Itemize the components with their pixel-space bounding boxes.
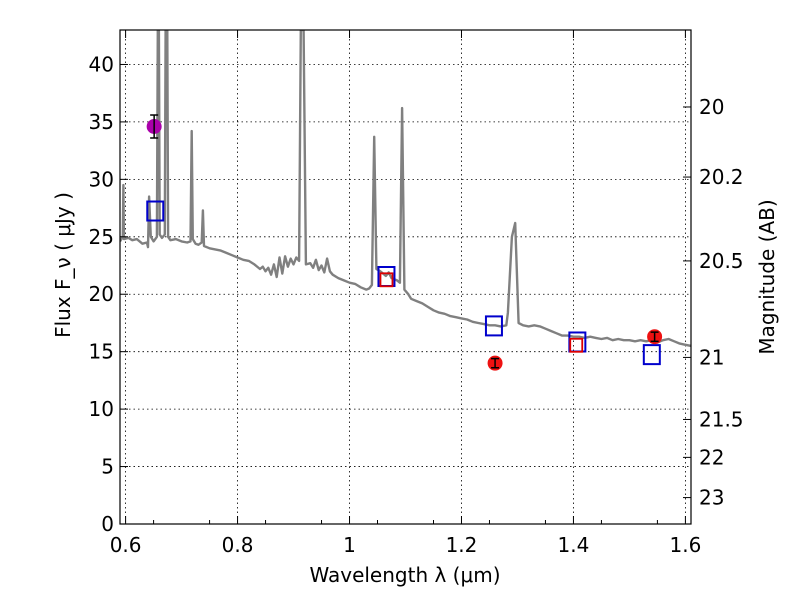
x-tick-label: 0.6 [110, 533, 142, 557]
y-tick-label: 15 [89, 340, 114, 364]
y-tick-label: 40 [89, 52, 114, 76]
right-tick-label: 20 [699, 95, 724, 119]
right-tick-label: 23 [699, 486, 724, 510]
y-tick-label: 30 [89, 167, 114, 191]
x-tick-label: 1 [343, 533, 356, 557]
y-axis-label: Flux F_ν ( μJy ) [51, 192, 75, 338]
x-tick-label: 1.2 [446, 533, 478, 557]
x-tick-label: 1.6 [669, 533, 701, 557]
plot-frame [119, 29, 692, 525]
right-tick-label: 20.2 [699, 165, 744, 189]
model-square-marker [642, 344, 661, 366]
y-tick-label: 10 [89, 397, 114, 421]
spectrum-line [120, 30, 691, 348]
spectrum-layer [120, 30, 691, 348]
marker-layer [146, 114, 663, 371]
observed-square-marker [569, 337, 584, 353]
y-axis-right-label: Magnitude (AB) [755, 199, 779, 354]
observed-square-marker [379, 272, 394, 288]
y-tick-label: 35 [89, 110, 114, 134]
right-tick-label: 22 [699, 445, 724, 469]
y-tick-label: 25 [89, 225, 114, 249]
axis-labels: Wavelength λ (μm) Flux F_ν ( μJy ) Magni… [51, 192, 779, 587]
y-tick-label: 20 [89, 282, 114, 306]
axis-ticks: 0.6 0.8 1 1.2 1.4 1.6 0 5 10 15 20 25 30 35 40 20 20.2 20… [89, 30, 744, 557]
right-tick-label: 21.5 [699, 407, 744, 431]
right-tick-label: 20.5 [699, 249, 744, 273]
x-tick-label: 1.4 [558, 533, 590, 557]
y-tick-label: 0 [101, 512, 114, 536]
plot-background [120, 30, 691, 524]
x-tick-label: 0.8 [222, 533, 254, 557]
model-square-marker [484, 315, 503, 337]
x-axis-label: Wavelength λ (μm) [309, 563, 500, 587]
model-square-marker [146, 200, 165, 222]
right-tick-label: 21 [699, 345, 724, 369]
y-tick-label: 5 [101, 455, 114, 479]
